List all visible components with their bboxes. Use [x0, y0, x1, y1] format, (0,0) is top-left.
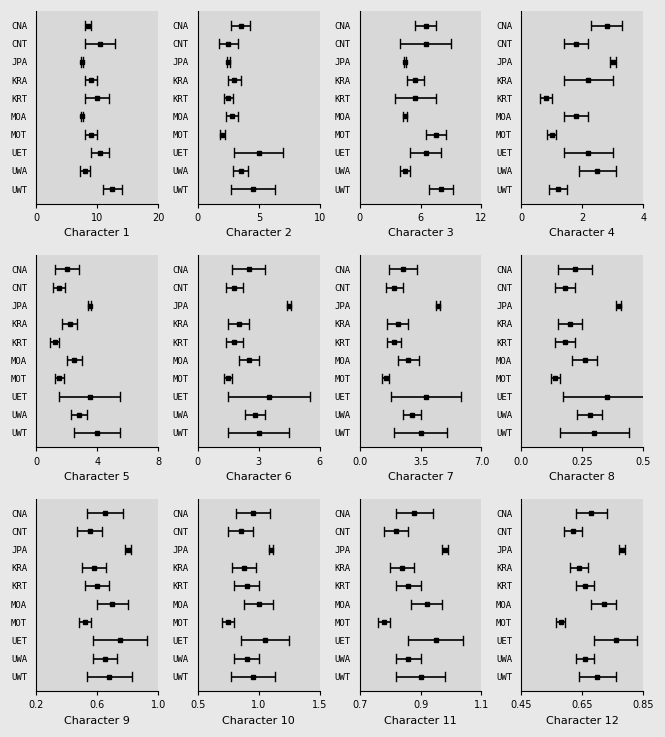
X-axis label: Character 8: Character 8 — [549, 472, 615, 482]
X-axis label: Character 12: Character 12 — [546, 716, 618, 726]
X-axis label: Character 4: Character 4 — [549, 228, 615, 238]
X-axis label: Character 1: Character 1 — [65, 228, 130, 238]
X-axis label: Character 7: Character 7 — [388, 472, 454, 482]
X-axis label: Character 6: Character 6 — [226, 472, 292, 482]
X-axis label: Character 2: Character 2 — [226, 228, 292, 238]
X-axis label: Character 5: Character 5 — [65, 472, 130, 482]
X-axis label: Character 11: Character 11 — [384, 716, 457, 726]
X-axis label: Character 3: Character 3 — [388, 228, 454, 238]
X-axis label: Character 10: Character 10 — [223, 716, 295, 726]
X-axis label: Character 9: Character 9 — [65, 716, 130, 726]
